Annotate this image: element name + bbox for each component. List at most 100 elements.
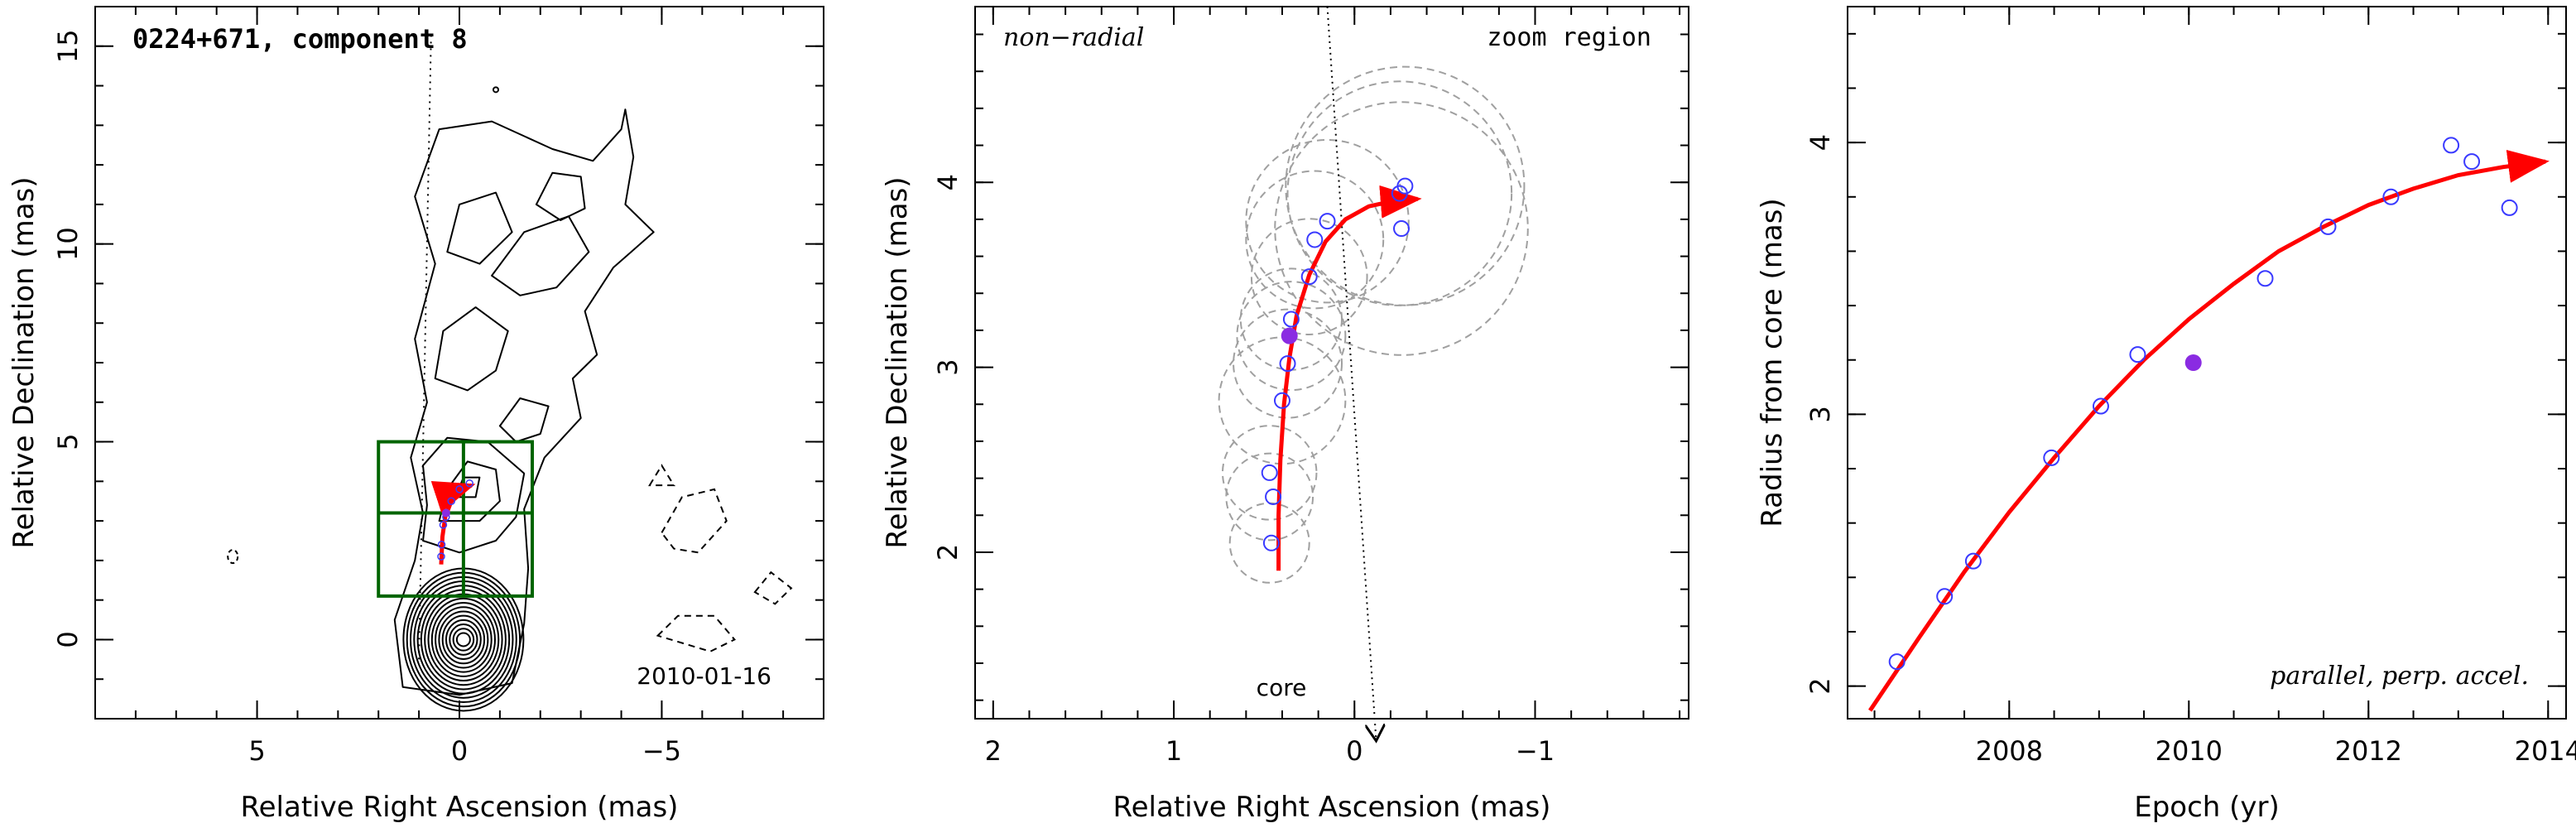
radius-epoch-y-tick-label: 3 — [1805, 406, 1836, 422]
core-contour — [452, 628, 475, 652]
radius-epoch-x-tick-label: 2014 — [2515, 735, 2576, 767]
jet-contour — [434, 306, 509, 392]
radius-epoch-x-tick-label: 2010 — [2155, 735, 2223, 767]
negative-contour — [227, 549, 239, 565]
radius-epoch-frame — [1847, 6, 2567, 720]
core-label: core — [1257, 674, 1307, 701]
uncertainty-circle — [1218, 336, 1347, 465]
jet-contour — [422, 436, 526, 554]
radius-measurement — [2043, 449, 2060, 466]
radius-measurement — [1964, 552, 1982, 570]
radius-measurement — [2092, 397, 2109, 415]
component-position — [1273, 392, 1290, 409]
component-position — [1300, 268, 1318, 286]
direction-line — [418, 34, 432, 660]
core-contour — [435, 606, 493, 673]
uncertainty-circle — [1221, 425, 1318, 521]
zoom-region-y-tick-label: 3 — [932, 359, 964, 375]
component-position — [1319, 213, 1336, 230]
radius-epoch-y-axis-label: Radius from core (mas) — [1756, 198, 1789, 527]
non-radial-label: non−radial — [1003, 23, 1144, 52]
radius-epoch-ticks: 2008 2010 2012 2014 2 3 4 — [1805, 7, 2576, 767]
radius-epoch-panel: 2008 2010 2012 2014 2 3 4 parallel, perp. acce… — [1756, 6, 2576, 824]
negative-contour — [656, 614, 736, 652]
uncertainty-circle — [1245, 170, 1385, 310]
jet-contour — [446, 191, 513, 265]
component-position — [1282, 310, 1300, 328]
contour-map-epoch-label: 2010-01-16 — [637, 662, 771, 690]
contour-map-x-tick-label: 5 — [248, 735, 265, 767]
contour-map-panel: 5 0 −5 0 5 10 15 0224+671, component 8 2010-01… — [7, 6, 824, 824]
contour-map-y-axis-label: Relative Declination (mas) — [7, 176, 41, 548]
core-contour — [449, 623, 478, 656]
component-position — [1396, 177, 1414, 195]
component-position-filled — [441, 508, 450, 518]
radius-measurement — [2443, 137, 2460, 154]
component-position — [465, 479, 473, 488]
component-position — [1265, 488, 1282, 505]
radius-measurement — [2319, 218, 2337, 235]
radius-measurement — [2256, 270, 2274, 287]
zoom-region-y-tick-label: 4 — [932, 174, 964, 190]
radius-measurement — [2382, 188, 2400, 205]
uncertainty-circle — [1225, 452, 1314, 542]
zoom-region-y-tick-label: 2 — [932, 544, 964, 561]
radius-epoch-y-tick-label: 4 — [1805, 134, 1836, 151]
contour-map-y-tick-label: 15 — [52, 29, 84, 63]
uncertainty-circle — [1228, 502, 1310, 584]
radius-measurement — [2501, 199, 2518, 216]
component-position-filled — [1281, 327, 1298, 344]
radius-epoch-x-tick-label: 2012 — [2335, 735, 2402, 767]
radius-measurement-filled — [2184, 354, 2202, 371]
direction-line — [1326, 6, 1377, 741]
zoom-region-panel: 2 1 0 −1 2 3 4 non−radial zoom region core Rel… — [881, 6, 1689, 824]
uncertainty-circle — [1245, 138, 1410, 304]
contour-map-x-axis-label: Relative Right Ascension (mas) — [241, 791, 679, 824]
core-contour — [427, 597, 500, 682]
zoom-region-x-tick-label: 2 — [985, 735, 1002, 767]
zoom-region-x-axis-label: Relative Right Ascension (mas) — [1113, 791, 1551, 824]
component-position — [1262, 534, 1280, 551]
contour-map-y-tick-label: 5 — [52, 433, 84, 450]
uncertainty-circle — [1250, 218, 1368, 335]
contour-map-overlays — [377, 34, 534, 660]
negative-contour — [753, 570, 793, 605]
contour-lines — [227, 86, 793, 712]
radius-epoch-y-tick-label: 2 — [1805, 677, 1836, 694]
fit-model-label: parallel, perp. accel. — [2270, 662, 2529, 691]
radius-epoch-x-tick-label: 2008 — [1976, 735, 2043, 767]
radius-fit-curve — [1868, 150, 2550, 712]
zoom-region-frame — [974, 6, 1689, 720]
contour-map-title: 0224+671, component 8 — [132, 23, 468, 55]
component-position — [439, 521, 448, 529]
component-position — [1306, 231, 1324, 248]
jet-contour — [493, 86, 499, 94]
radius-measurement — [2463, 153, 2481, 171]
core-contour — [430, 602, 496, 677]
negative-contour — [661, 488, 728, 554]
zoom-region-y-axis-label: Relative Declination (mas) — [881, 176, 914, 548]
component-position — [1261, 464, 1278, 481]
contour-map-y-tick-label: 0 — [52, 631, 84, 647]
zoom-region-x-tick-label: 0 — [1346, 735, 1362, 767]
component-position — [437, 541, 446, 549]
core-contour — [438, 610, 489, 669]
contour-map-x-tick-label: 0 — [451, 735, 468, 767]
uncertainty-circle — [1285, 65, 1526, 306]
zoom-region-ticks: 2 1 0 −1 2 3 4 — [932, 7, 1689, 767]
core-contour — [420, 589, 507, 691]
uncertainty-circle — [1233, 308, 1343, 419]
zoom-region-plot — [1218, 6, 1529, 741]
radius-measurement — [1936, 588, 1954, 605]
component-track — [1276, 185, 1422, 571]
core-contour — [441, 614, 486, 665]
uncertainty-circle — [1274, 101, 1529, 356]
core-contour — [455, 632, 471, 647]
negative-contour — [648, 464, 675, 487]
uncertainty-circle — [1236, 281, 1347, 392]
contour-map-y-tick-label: 10 — [52, 227, 84, 261]
component-position — [1279, 355, 1296, 373]
jet-contour — [535, 171, 586, 221]
zoom-region-label: zoom region — [1487, 23, 1651, 52]
